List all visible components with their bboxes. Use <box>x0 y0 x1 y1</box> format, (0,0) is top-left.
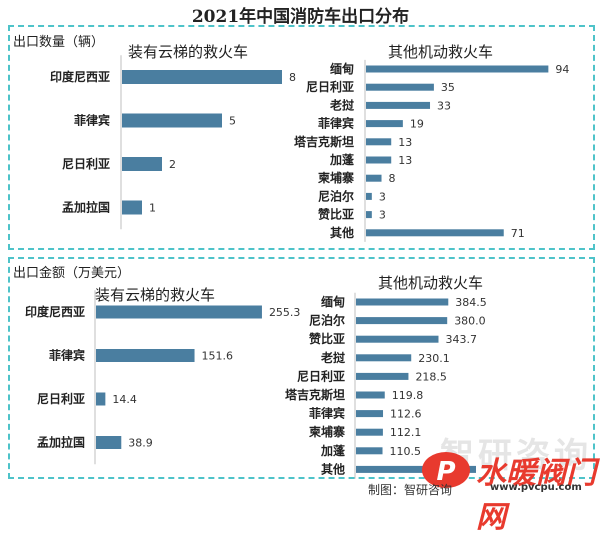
value-other-category-label: 尼泊尔 <box>309 313 345 328</box>
value-ladder-bar <box>96 392 106 406</box>
brand-logo-icon: P <box>422 452 470 488</box>
value-other-bar <box>356 410 384 418</box>
qty-other-bar <box>366 138 392 146</box>
value-other-value-label: 380.0 <box>454 315 486 328</box>
qty-other-category-label: 缅甸 <box>330 61 354 76</box>
value-other-bar <box>356 372 409 380</box>
qty-other-category-label: 其他 <box>330 225 354 240</box>
qty-ladder-bar <box>122 113 222 128</box>
value-other-category-label: 柬埔寨 <box>308 424 345 439</box>
value-other-bar <box>356 428 383 436</box>
value-other-category-label: 尼日利亚 <box>297 368 345 383</box>
value-other-category-label: 老挝 <box>321 350 346 365</box>
qty-other-category-label: 赞比亚 <box>317 207 354 222</box>
chart-title-other-value: 其他机动救火车 <box>378 274 484 292</box>
qty-other-category-label: 菲律宾 <box>318 116 354 131</box>
chart-title-other-qty: 其他机动救火车 <box>388 43 494 61</box>
qty-other-bar <box>366 83 434 91</box>
qty-other-value-label: 3 <box>379 190 386 203</box>
qty-ladder-value-label: 5 <box>229 115 236 128</box>
qty-other-bar <box>366 211 372 219</box>
value-other-category-label: 菲律宾 <box>309 406 345 421</box>
qty-other-category-label: 柬埔寨 <box>317 170 354 185</box>
value-other-bar <box>356 391 385 399</box>
qty-ladder-value-label: 8 <box>289 71 296 84</box>
value-ladder-value-label: 38.9 <box>128 437 153 450</box>
value-ladder-category-label: 菲律宾 <box>49 348 85 363</box>
qty-other-category-label: 尼泊尔 <box>318 188 354 203</box>
qty-other-value-label: 13 <box>398 136 412 149</box>
value-other-bar <box>356 335 439 343</box>
qty-ladder-category-label: 孟加拉国 <box>62 200 110 215</box>
value-other-value-label: 119.8 <box>392 389 424 402</box>
qty-other-value-label: 8 <box>389 172 396 185</box>
value-other-value-label: 110.5 <box>390 445 422 458</box>
qty-other-value-label: 19 <box>410 118 424 131</box>
value-other-bar <box>356 354 412 362</box>
value-ladder-value-label: 255.3 <box>269 306 301 319</box>
qty-other-value-label: 3 <box>379 209 386 222</box>
qty-ladder-bar <box>122 70 282 84</box>
value-other-value-label: 384.5 <box>455 296 487 309</box>
qty-other-bar <box>366 192 372 200</box>
qty-ladder-category-label: 尼日利亚 <box>62 156 110 171</box>
qty-other-category-label: 尼日利亚 <box>306 79 354 94</box>
value-other-category-label: 赞比亚 <box>308 331 345 346</box>
qty-ladder-value-label: 1 <box>149 202 156 215</box>
qty-ladder-category-label: 菲律宾 <box>74 113 110 128</box>
qty-other-category-label: 塔吉克斯坦 <box>294 134 354 149</box>
value-other-value-label: 343.7 <box>445 333 477 346</box>
value-other-value-label: 230.1 <box>418 352 450 365</box>
quantity-panel <box>8 25 595 250</box>
qty-other-bar <box>366 174 382 182</box>
qty-ladder-value-label: 2 <box>169 158 176 171</box>
value-other-category-label: 塔吉克斯坦 <box>285 387 345 402</box>
value-other-bar <box>356 298 449 306</box>
qty-ladder-bar <box>122 200 142 215</box>
value-ladder-bar <box>96 305 262 319</box>
value-other-category-label: 其他 <box>321 461 345 476</box>
chart-title-ladder-qty: 装有云梯的救火车 <box>128 43 249 61</box>
qty-other-value-label: 71 <box>511 227 525 240</box>
qty-other-bar <box>366 229 504 237</box>
qty-other-value-label: 94 <box>555 63 569 76</box>
qty-other-value-label: 13 <box>398 154 412 167</box>
qty-other-category-label: 加蓬 <box>329 152 355 167</box>
chart-main-title: 2021年中国消防车出口分布 <box>191 7 410 27</box>
svg-text:P: P <box>436 457 455 487</box>
value-other-category-label: 缅甸 <box>321 294 345 309</box>
value-other-bar <box>356 465 476 473</box>
value-ladder-bar <box>96 436 122 449</box>
value-other-bar <box>356 317 448 325</box>
value-other-value-label: 218.5 <box>415 370 447 383</box>
qty-other-bar <box>366 101 431 109</box>
value-ladder-category-label: 尼日利亚 <box>37 391 85 406</box>
qty-other-bar <box>366 120 403 128</box>
qty-other-bar <box>366 156 392 164</box>
quantity-section-label: 出口数量（辆） <box>13 35 105 50</box>
qty-other-category-label: 老挝 <box>330 97 355 112</box>
value-ladder-bar <box>96 349 195 362</box>
value-section-label: 出口金额（万美元） <box>13 266 131 281</box>
value-ladder-value-label: 151.6 <box>202 350 234 363</box>
value-other-category-label: 加蓬 <box>320 443 346 458</box>
value-ladder-category-label: 孟加拉国 <box>37 435 85 450</box>
qty-other-value-label: 35 <box>441 81 455 94</box>
watermark-url: www.pvcpu.com <box>490 482 582 493</box>
qty-other-value-label: 33 <box>437 99 451 112</box>
qty-ladder-bar <box>122 157 162 171</box>
value-panel <box>8 257 595 479</box>
value-ladder-category-label: 印度尼西亚 <box>25 304 85 319</box>
value-other-bar <box>356 447 383 455</box>
qty-other-bar <box>366 65 549 73</box>
qty-ladder-category-label: 印度尼西亚 <box>50 69 110 84</box>
value-ladder-value-label: 14.4 <box>112 393 137 406</box>
source-note: 制图：智研咨询 <box>368 483 453 497</box>
value-other-value-label: 112.1 <box>390 426 422 439</box>
chart-title-ladder-value: 装有云梯的救火车 <box>95 286 216 304</box>
value-other-value-label: 112.6 <box>390 408 422 421</box>
